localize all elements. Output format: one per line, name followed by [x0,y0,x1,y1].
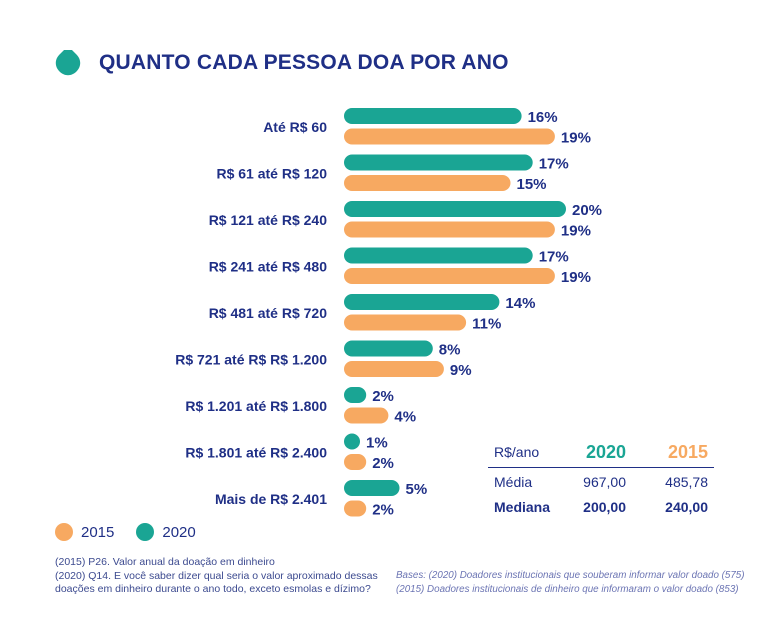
category-label: R$ 121 até R$ 240 [209,212,328,228]
bar-2020 [344,154,533,171]
bar-value-label-2015: 15% [517,176,547,193]
stats-value-2015: 240,00 [665,499,708,515]
stats-header-2020: 2020 [585,442,626,462]
bar-value-label-2015: 2% [372,502,394,519]
bar-2015 [344,454,367,470]
stats-header-row: R$/ano 2020 2015 [488,441,714,468]
legend-item-2020: 2020 [136,523,196,541]
category-label: R$ 1.801 até R$ 2.400 [185,445,327,461]
bar-value-label-2015: 19% [561,223,591,240]
bar-value-label-2015: 9% [450,362,472,379]
bar-2015 [344,314,467,331]
category-label: R$ 1.201 até R$ 1.800 [185,398,327,414]
legend-label-2020: 2020 [162,523,196,541]
note-2020: (2020) Q14. E você saber dizer qual seri… [55,569,378,596]
bar-value-label-2020: 5% [406,481,428,498]
bar-2015 [344,128,555,145]
drop-icon [55,50,81,76]
legend-item-2015: 2015 [55,523,114,541]
bar-value-label-2015: 19% [561,269,591,286]
bar-value-label-2015: 4% [394,409,416,426]
base-note-2020: Bases: (2020) Doadores institucionais qu… [396,570,745,581]
title-row: QUANTO CADA PESSOA DOA POR ANO [55,50,509,76]
category-label: R$ 241 até R$ 480 [209,259,328,275]
stats-value-2020: 967,00 [583,474,626,490]
stats-row-label: Mediana [494,499,551,515]
stats-value-2020: 200,00 [583,499,626,515]
chart-legend: 2015 2020 [55,523,218,541]
category-label: R$ 481 até R$ 720 [209,305,328,321]
source-notes: (2015) P26. Valor anual da doação em din… [55,556,385,597]
bar-2020 [344,340,433,357]
bar-2015 [344,268,555,284]
stats-header-2015: 2015 [667,442,708,462]
category-label: Mais de R$ 2.401 [215,491,327,507]
bar-2020 [344,247,533,264]
bar-value-label-2020: 17% [539,156,569,173]
bar-value-label-2015: 2% [372,455,394,472]
legend-label-2015: 2015 [81,523,115,541]
bar-value-label-2020: 2% [372,388,394,405]
bar-2015 [344,221,555,238]
bar-2015 [344,361,444,377]
category-label: Até R$ 60 [263,119,327,135]
bar-value-label-2015: 19% [561,130,591,147]
bar-2015 [344,175,511,191]
bar-2015 [344,407,389,424]
stats-row-mediana: Mediana 200,00 240,00 [488,499,714,524]
bar-value-label-2020: 14% [505,295,535,312]
bar-2020 [344,201,566,217]
bar-2015 [344,500,367,517]
category-label: R$ 61 até R$ 120 [216,166,327,182]
bar-value-label-2015: 11% [472,316,501,333]
bar-2020 [344,480,400,496]
bar-2020 [344,387,367,403]
stats-header-label: R$/ano [494,444,540,460]
bar-value-label-2020: 1% [366,435,388,452]
bar-2020 [344,294,500,310]
stats-table: R$/ano 2020 2015 Média 967,00 485,78 Med… [488,441,714,524]
bar-2020 [344,433,360,450]
bar-value-label-2020: 17% [539,249,569,266]
note-2015: (2015) P26. Valor anual da doação em din… [55,556,275,568]
bar-value-label-2020: 16% [528,109,558,126]
legend-swatch-2015 [55,523,73,541]
chart-title: QUANTO CADA PESSOA DOA POR ANO [99,51,509,74]
bar-value-label-2020: 8% [439,342,461,359]
base-notes: Bases: (2020) Doadores institucionais qu… [396,569,756,596]
stats-row-media: Média 967,00 485,78 [488,474,714,499]
category-label: R$ 721 até R$ R$ 1.200 [175,352,327,368]
stats-value-2015: 485,78 [665,474,708,490]
legend-swatch-2020 [136,523,155,541]
stats-row-label: Média [494,474,533,490]
bar-value-label-2020: 20% [572,202,602,219]
bar-2020 [344,108,522,124]
base-note-2015: (2015) Doadores institucionais de dinhei… [396,583,739,595]
